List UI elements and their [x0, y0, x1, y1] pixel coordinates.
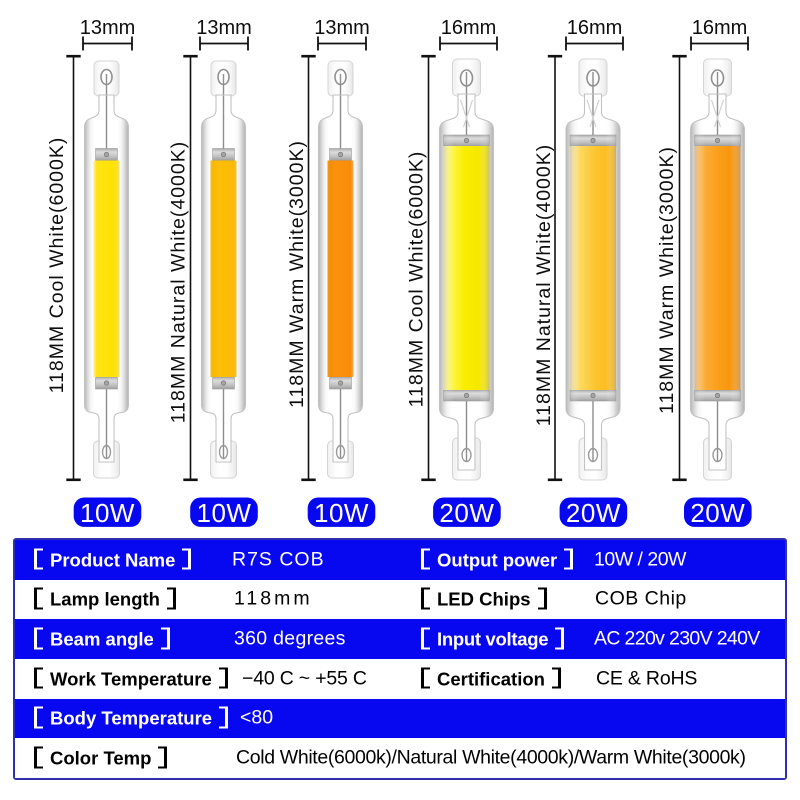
svg-text:20W: 20W: [566, 498, 621, 528]
svg-text:16mm: 16mm: [692, 17, 748, 39]
svg-text:13mm: 13mm: [196, 17, 252, 39]
svg-text:10W: 10W: [197, 498, 252, 528]
svg-text:118MM Cool White(6000K): 118MM Cool White(6000K): [46, 137, 68, 394]
svg-text:20W: 20W: [690, 498, 745, 528]
svg-text:118MM Natural White(4000K): 118MM Natural White(4000K): [533, 144, 555, 427]
svg-text:10W: 10W: [314, 498, 369, 528]
svg-text:13mm: 13mm: [314, 17, 370, 39]
svg-text:118MM Natural White(4000K): 118MM Natural White(4000K): [168, 141, 190, 424]
svg-text:118MM Warm White(3000K): 118MM Warm White(3000K): [656, 146, 678, 414]
svg-text:16mm: 16mm: [567, 17, 623, 39]
svg-text:13mm: 13mm: [80, 17, 136, 39]
svg-text:10W: 10W: [80, 498, 135, 528]
svg-text:16mm: 16mm: [441, 17, 497, 39]
svg-text:118MM Warm White(3000K): 118MM Warm White(3000K): [286, 140, 308, 408]
svg-text:118MM Cool White(6000K): 118MM Cool White(6000K): [406, 151, 428, 408]
svg-text:20W: 20W: [439, 498, 494, 528]
